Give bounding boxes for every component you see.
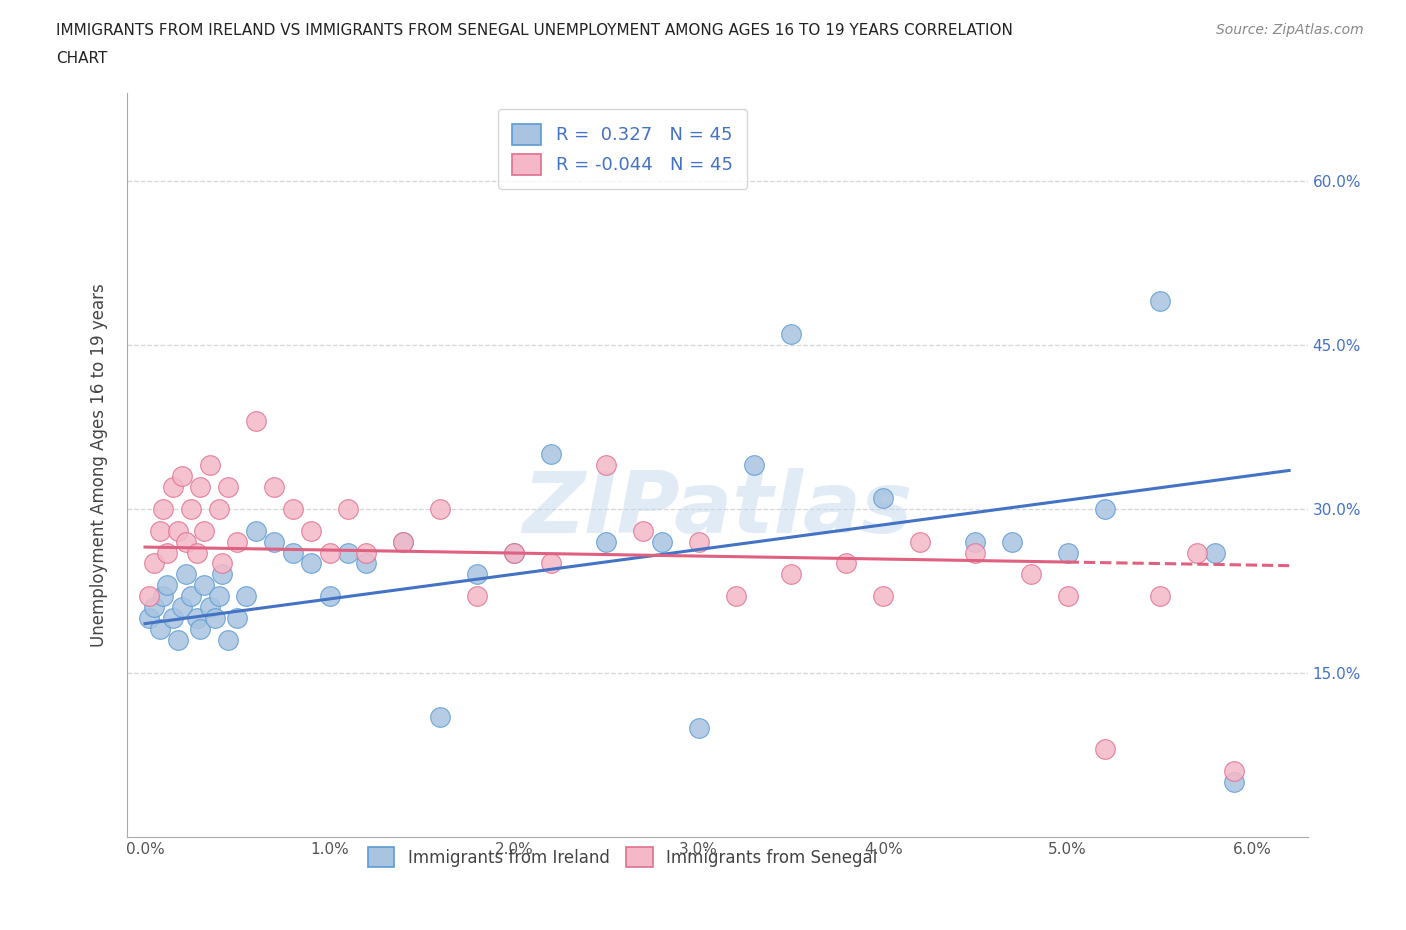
Point — [174, 567, 197, 582]
Point — [908, 534, 931, 549]
Point — [1204, 545, 1226, 560]
Point — [281, 501, 304, 516]
Point — [156, 578, 179, 592]
Point — [245, 524, 267, 538]
Point — [263, 534, 285, 549]
Point — [1223, 775, 1246, 790]
Point — [188, 621, 212, 636]
Point — [167, 632, 190, 647]
Point — [211, 556, 233, 571]
Point — [337, 501, 360, 516]
Point — [149, 524, 172, 538]
Y-axis label: Unemployment Among Ages 16 to 19 years: Unemployment Among Ages 16 to 19 years — [90, 283, 108, 647]
Point — [149, 621, 172, 636]
Point — [1094, 501, 1116, 516]
Point — [263, 480, 285, 495]
Point — [138, 611, 160, 626]
Point — [180, 589, 202, 604]
Point — [465, 589, 488, 604]
Point — [299, 524, 322, 538]
Point — [1056, 545, 1078, 560]
Point — [1094, 742, 1116, 757]
Point — [174, 534, 197, 549]
Point — [835, 556, 858, 571]
Point — [540, 556, 562, 571]
Point — [688, 720, 710, 735]
Point — [180, 501, 202, 516]
Point — [1185, 545, 1208, 560]
Point — [198, 600, 221, 615]
Point — [1149, 294, 1171, 309]
Point — [152, 501, 174, 516]
Point — [193, 524, 215, 538]
Point — [503, 545, 526, 560]
Point — [392, 534, 415, 549]
Point — [226, 534, 249, 549]
Point — [318, 589, 340, 604]
Point — [186, 611, 208, 626]
Point — [503, 545, 526, 560]
Point — [235, 589, 257, 604]
Point — [465, 567, 488, 582]
Point — [651, 534, 673, 549]
Point — [281, 545, 304, 560]
Point — [188, 480, 212, 495]
Point — [392, 534, 415, 549]
Point — [208, 501, 231, 516]
Point — [167, 524, 190, 538]
Point — [143, 600, 166, 615]
Point — [162, 480, 184, 495]
Point — [872, 490, 894, 505]
Point — [965, 534, 987, 549]
Point — [156, 545, 179, 560]
Point — [337, 545, 360, 560]
Point — [211, 567, 233, 582]
Point — [1001, 534, 1024, 549]
Point — [217, 632, 239, 647]
Point — [170, 469, 193, 484]
Point — [724, 589, 747, 604]
Point — [226, 611, 249, 626]
Point — [356, 545, 378, 560]
Legend: Immigrants from Ireland, Immigrants from Senegal: Immigrants from Ireland, Immigrants from… — [361, 841, 884, 873]
Point — [170, 600, 193, 615]
Point — [872, 589, 894, 604]
Point — [1149, 589, 1171, 604]
Point — [152, 589, 174, 604]
Point — [1223, 764, 1246, 778]
Text: IMMIGRANTS FROM IRELAND VS IMMIGRANTS FROM SENEGAL UNEMPLOYMENT AMONG AGES 16 TO: IMMIGRANTS FROM IRELAND VS IMMIGRANTS FR… — [56, 23, 1014, 38]
Point — [1019, 567, 1042, 582]
Point — [204, 611, 226, 626]
Point — [138, 589, 160, 604]
Point — [299, 556, 322, 571]
Point — [217, 480, 239, 495]
Point — [595, 534, 617, 549]
Point — [780, 326, 803, 341]
Text: ZIPatlas: ZIPatlas — [522, 468, 912, 551]
Point — [742, 458, 765, 472]
Point — [429, 710, 451, 724]
Point — [193, 578, 215, 592]
Point — [143, 556, 166, 571]
Point — [429, 501, 451, 516]
Point — [1056, 589, 1078, 604]
Point — [595, 458, 617, 472]
Point — [208, 589, 231, 604]
Point — [540, 446, 562, 461]
Point — [162, 611, 184, 626]
Point — [198, 458, 221, 472]
Text: CHART: CHART — [56, 51, 108, 66]
Point — [318, 545, 340, 560]
Point — [688, 534, 710, 549]
Point — [965, 545, 987, 560]
Point — [633, 524, 655, 538]
Text: Source: ZipAtlas.com: Source: ZipAtlas.com — [1216, 23, 1364, 37]
Point — [245, 414, 267, 429]
Point — [186, 545, 208, 560]
Point — [780, 567, 803, 582]
Point — [356, 556, 378, 571]
